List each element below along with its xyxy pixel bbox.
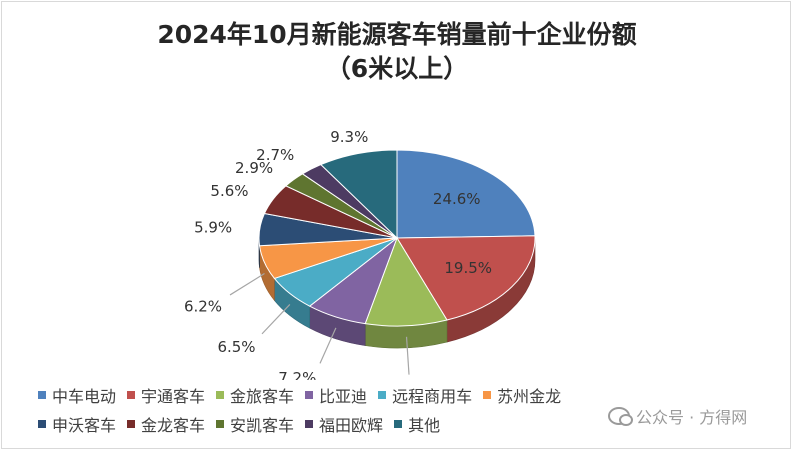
chart-title: 2024年10月新能源客车销量前十企业份额 <box>157 20 637 49</box>
legend-label-7: 金龙客车 <box>141 415 206 435</box>
data-label-1: 19.5% <box>444 259 492 277</box>
chart-title-block: 2024年10月新能源客车销量前十企业份额 （6米以上） <box>0 18 794 86</box>
leader-line-5 <box>229 273 265 296</box>
data-label-3: 7.2% <box>278 369 316 380</box>
pie-slice-0 <box>396 149 536 239</box>
legend-label-9: 福田欧辉 <box>319 415 384 435</box>
data-label-6: 5.9% <box>194 219 232 237</box>
data-label-7: 5.6% <box>210 182 248 200</box>
wechat-icon <box>608 407 633 426</box>
legend-item-6: 申沃客车 <box>38 412 116 436</box>
legend-swatch-6 <box>38 419 46 428</box>
chart-subtitle: （6米以上） <box>325 54 469 83</box>
data-label-5: 6.2% <box>184 297 222 315</box>
legend-item-5: 苏州金龙 <box>483 383 561 407</box>
legend-label-1: 宇通客车 <box>141 386 206 406</box>
legend-item-3: 比亚迪 <box>305 383 367 407</box>
legend-label-10: 其他 <box>408 415 441 435</box>
legend-swatch-2 <box>216 390 225 399</box>
leader-line-3 <box>319 327 337 364</box>
legend-item-10: 其他 <box>394 412 440 436</box>
legend-swatch-0 <box>38 390 46 399</box>
legend-row-0: 中车电动 宇通客车 金旅客车 比亚迪 远程商用车 苏州金龙 <box>38 380 778 409</box>
legend-row-1: 申沃客车 金龙客车 安凯客车 福田欧辉 其他 <box>38 409 778 438</box>
watermark: 公众号 · 方得网 <box>608 404 747 428</box>
pie-slice-1 <box>396 235 536 321</box>
watermark-text: 公众号 · 方得网 <box>636 408 748 427</box>
legend-swatch-10 <box>394 419 403 428</box>
legend-swatch-8 <box>216 419 225 428</box>
legend-swatch-5 <box>483 390 492 399</box>
legend-label-4: 远程商用车 <box>392 386 473 406</box>
data-label-9: 2.7% <box>256 146 294 164</box>
legend-label-2: 金旅客车 <box>230 386 295 406</box>
leader-line-2 <box>405 336 410 375</box>
data-label-8: 2.9% <box>235 159 273 177</box>
legend-label-5: 苏州金龙 <box>497 386 562 406</box>
legend-item-1: 宇通客车 <box>127 383 205 407</box>
pie-slice-2 <box>364 236 448 327</box>
pie-labels: 24.6%19.5%9.6%7.2%6.5%6.2%5.9%5.6%2.9%2.… <box>184 128 492 380</box>
chart-legend: 中车电动 宇通客车 金旅客车 比亚迪 远程商用车 苏州金龙申沃客车 金龙客车 安凯客车 福田欧辉… <box>38 380 778 438</box>
legend-item-2: 金旅客车 <box>216 383 294 407</box>
legend-item-0: 中车电动 <box>38 383 116 407</box>
legend-item-7: 金龙客车 <box>127 412 205 436</box>
pie-tops <box>258 149 536 327</box>
legend-swatch-4 <box>378 390 387 399</box>
legend-swatch-3 <box>305 390 314 399</box>
legend-swatch-9 <box>305 419 314 428</box>
legend-swatch-1 <box>127 390 136 399</box>
data-label-10: 9.3% <box>330 128 368 146</box>
pie-slice-10 <box>319 149 398 240</box>
data-label-0: 24.6% <box>433 190 481 208</box>
legend-label-3: 比亚迪 <box>319 386 368 406</box>
legend-item-4: 远程商用车 <box>378 383 472 407</box>
leader-line-4 <box>261 304 291 335</box>
legend-label-8: 安凯客车 <box>230 415 295 435</box>
legend-item-8: 安凯客车 <box>216 412 294 436</box>
legend-swatch-7 <box>127 419 136 428</box>
legend-label-0: 中车电动 <box>52 386 117 406</box>
pie-chart: 24.6%19.5%9.6%7.2%6.5%6.2%5.9%5.6%2.9%2.… <box>184 128 536 380</box>
data-label-4: 6.5% <box>217 338 255 356</box>
legend-item-9: 福田欧辉 <box>305 412 383 436</box>
legend-label-6: 申沃客车 <box>52 415 117 435</box>
